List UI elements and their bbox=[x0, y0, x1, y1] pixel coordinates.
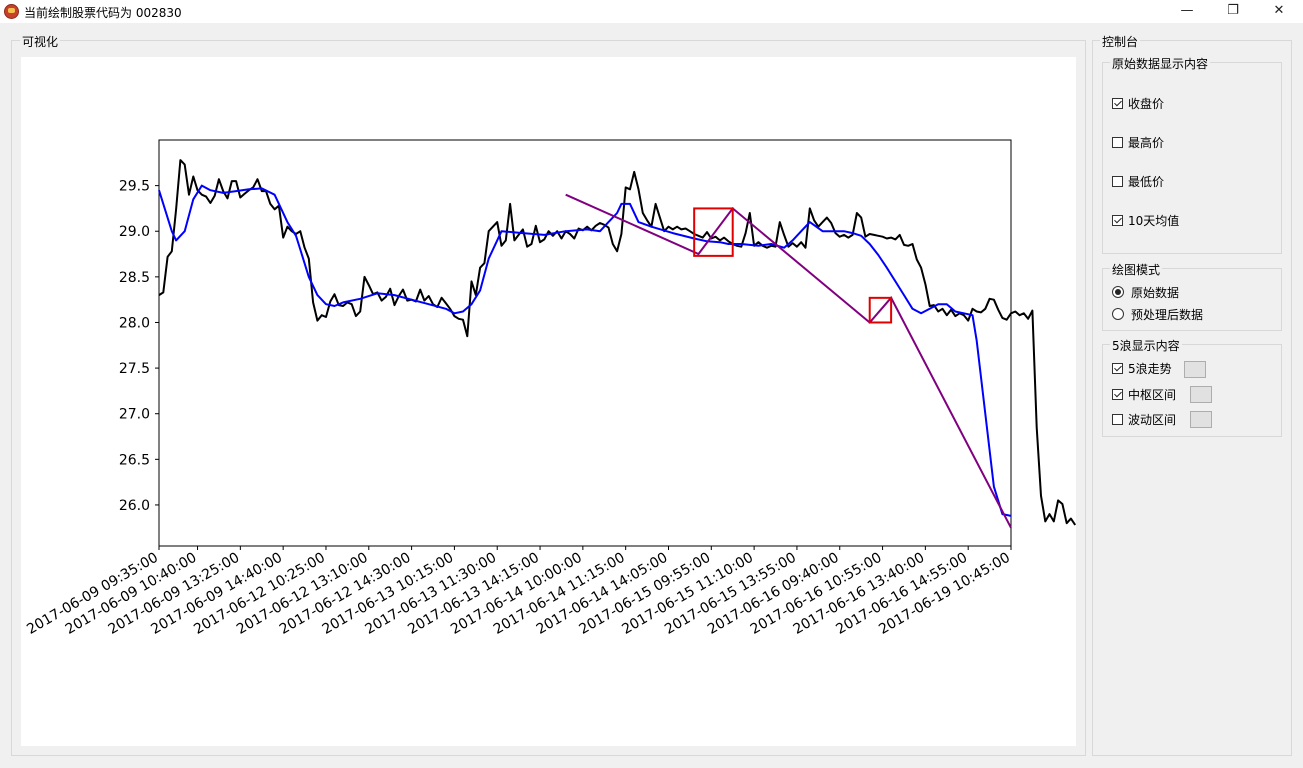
wave5-group bbox=[1102, 344, 1282, 437]
pivot-zone-label: 中枢区间 bbox=[1128, 387, 1177, 402]
wave5-line bbox=[565, 193, 1012, 529]
wave5-trend-checkbox[interactable] bbox=[1112, 362, 1123, 374]
y-tick-label: 28.5 bbox=[119, 270, 150, 286]
fluctuation-zone-color-button[interactable] bbox=[1190, 411, 1212, 428]
high-price-label: 最高价 bbox=[1128, 135, 1165, 150]
plot-mode-group bbox=[1102, 268, 1282, 331]
close-price-checkbox[interactable] bbox=[1112, 97, 1123, 109]
pivot-zone-box bbox=[693, 207, 734, 257]
y-tick-label: 28.0 bbox=[119, 315, 150, 331]
processed-data-mode-option[interactable]: 预处理后数据 bbox=[1112, 306, 1203, 322]
ma10-option[interactable]: 10天均值 bbox=[1112, 212, 1179, 228]
low-price-option[interactable]: 最低价 bbox=[1112, 173, 1164, 189]
processed-data-radio[interactable] bbox=[1112, 308, 1124, 320]
ma10-line bbox=[158, 184, 1012, 517]
y-tick-label: 29.5 bbox=[119, 179, 150, 195]
title-bar: 当前绘制股票代码为 002830 — ❐ ✕ bbox=[0, 0, 1303, 23]
stock-chart: 26.026.527.027.528.028.529.029.52017-06-… bbox=[24, 139, 1077, 638]
wave5-trend-option[interactable]: 5浪走势 bbox=[1112, 360, 1172, 376]
wave5-group-title: 5浪显示内容 bbox=[1110, 337, 1182, 354]
wave5-trend-color-button[interactable] bbox=[1184, 361, 1206, 378]
visualization-group-title: 可视化 bbox=[20, 33, 61, 50]
y-tick-label: 27.5 bbox=[119, 361, 150, 377]
close-price-option[interactable]: 收盘价 bbox=[1112, 95, 1164, 111]
pivot-zone-box bbox=[868, 296, 893, 324]
ma10-label: 10天均值 bbox=[1128, 213, 1180, 228]
minimize-button[interactable]: — bbox=[1180, 3, 1194, 18]
wave5-trend-label: 5浪走势 bbox=[1128, 361, 1172, 376]
raw-display-group-title: 原始数据显示内容 bbox=[1110, 55, 1211, 72]
pivot-zone-option[interactable]: 中枢区间 bbox=[1112, 386, 1176, 402]
visualization-group bbox=[11, 40, 1086, 756]
plot-mode-group-title: 绘图模式 bbox=[1110, 261, 1163, 278]
close-button[interactable]: ✕ bbox=[1273, 3, 1285, 18]
y-tick-label: 26.5 bbox=[119, 452, 150, 468]
high-price-option[interactable]: 最高价 bbox=[1112, 134, 1164, 150]
fluctuation-zone-checkbox[interactable] bbox=[1112, 413, 1123, 425]
raw-data-radio[interactable] bbox=[1112, 286, 1124, 298]
low-price-label: 最低价 bbox=[1128, 174, 1165, 189]
y-tick-label: 27.0 bbox=[119, 407, 150, 423]
y-tick-label: 29.0 bbox=[119, 224, 150, 240]
plot-frame bbox=[158, 139, 1012, 547]
raw-data-mode-label: 原始数据 bbox=[1131, 285, 1180, 300]
close-price-line bbox=[158, 159, 1077, 526]
maximize-button[interactable]: ❐ bbox=[1227, 3, 1239, 18]
processed-data-mode-label: 预处理后数据 bbox=[1131, 307, 1204, 322]
fluctuation-zone-label: 波动区间 bbox=[1128, 412, 1177, 427]
pivot-zone-color-button[interactable] bbox=[1190, 386, 1212, 403]
high-price-checkbox[interactable] bbox=[1112, 136, 1123, 148]
ma10-checkbox[interactable] bbox=[1112, 214, 1123, 226]
y-tick-label: 26.0 bbox=[119, 498, 150, 514]
pivot-zone-checkbox[interactable] bbox=[1112, 388, 1123, 400]
window-title: 当前绘制股票代码为 002830 bbox=[24, 6, 182, 20]
fluctuation-zone-option[interactable]: 波动区间 bbox=[1112, 411, 1176, 427]
app-icon bbox=[4, 4, 19, 19]
close-price-label: 收盘价 bbox=[1128, 96, 1165, 111]
console-group-title: 控制台 bbox=[1100, 33, 1141, 50]
plot-canvas: 26.0 26.5 27.0 27.5 28.0 28.5 29.0 29.5 2017-06-… bbox=[21, 57, 1077, 746]
raw-data-mode-option[interactable]: 原始数据 bbox=[1112, 284, 1179, 300]
console-group bbox=[1092, 40, 1292, 756]
low-price-checkbox[interactable] bbox=[1112, 175, 1123, 187]
